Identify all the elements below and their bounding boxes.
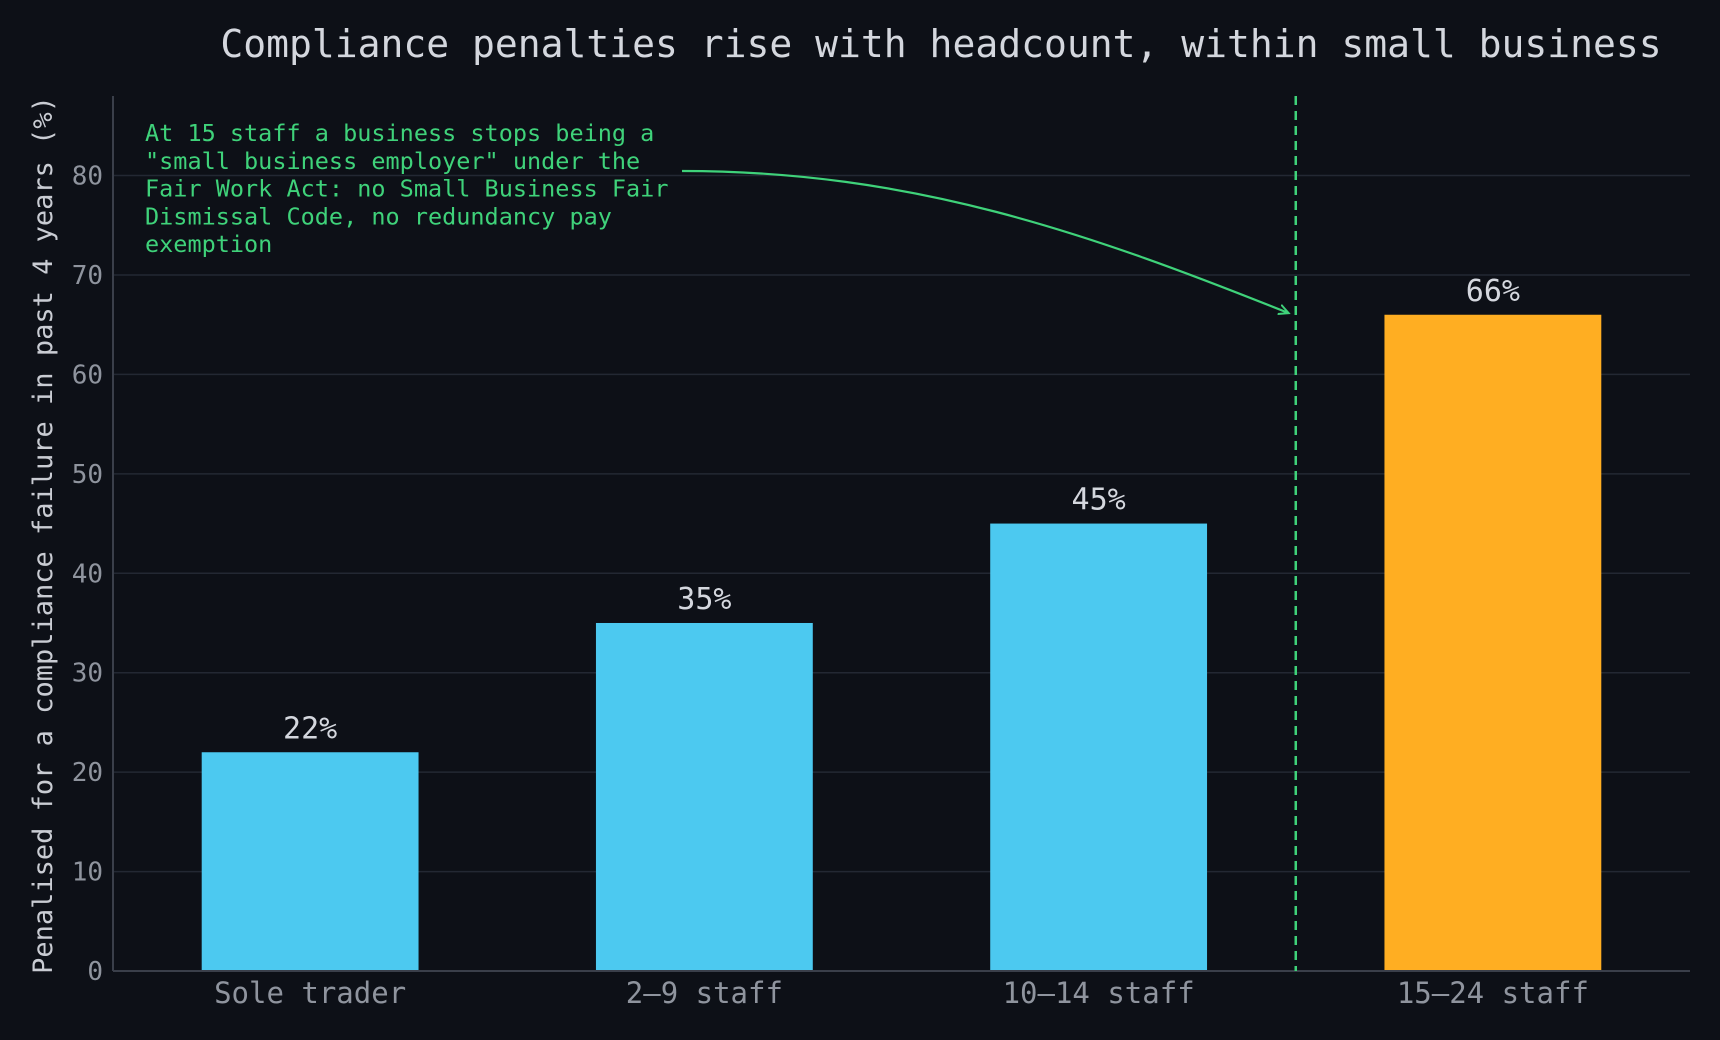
y-tick-label: 0: [87, 957, 103, 987]
bar-4: [1384, 314, 1602, 971]
y-tick-label: 80: [72, 162, 103, 192]
bar-value-label: 35%: [677, 582, 731, 617]
labels: 0 10 20 30 40 50 60 70 80 22% Sole trader 35% 2–9 st…: [72, 96, 1589, 1010]
y-tick-label: 10: [72, 858, 103, 888]
bar-value-label: 22%: [283, 711, 337, 746]
annotation-arrow: [681, 169, 1288, 313]
bar-1: [201, 752, 419, 971]
bar-value-label: 45%: [1072, 483, 1126, 518]
annotation-text: At 15 staff a business stops being a "sma…: [145, 119, 668, 258]
x-tick-label: 2–9 staff: [626, 976, 783, 1010]
bar-2: [595, 622, 813, 971]
x-tick-label: 10–14 staff: [1003, 976, 1195, 1010]
y-axis-label: Penalised for a compliance failure in pa…: [28, 96, 59, 974]
bars: [201, 314, 1602, 971]
axes: [112, 96, 1690, 972]
y-tick-label: 50: [72, 460, 103, 490]
bar-3: [990, 523, 1208, 971]
y-tick-label: 30: [72, 659, 103, 689]
y-tick-label: 20: [72, 758, 103, 788]
x-tick-label: 15–24 staff: [1397, 976, 1589, 1010]
bar-value-label: 66%: [1466, 274, 1520, 309]
chart-title: Compliance penalties rise with headcount…: [220, 22, 1661, 66]
y-tick-label: 40: [72, 559, 103, 589]
y-tick-label: 70: [72, 261, 103, 291]
x-tick-label: Sole trader: [214, 976, 406, 1010]
y-tick-label: 60: [72, 360, 103, 390]
